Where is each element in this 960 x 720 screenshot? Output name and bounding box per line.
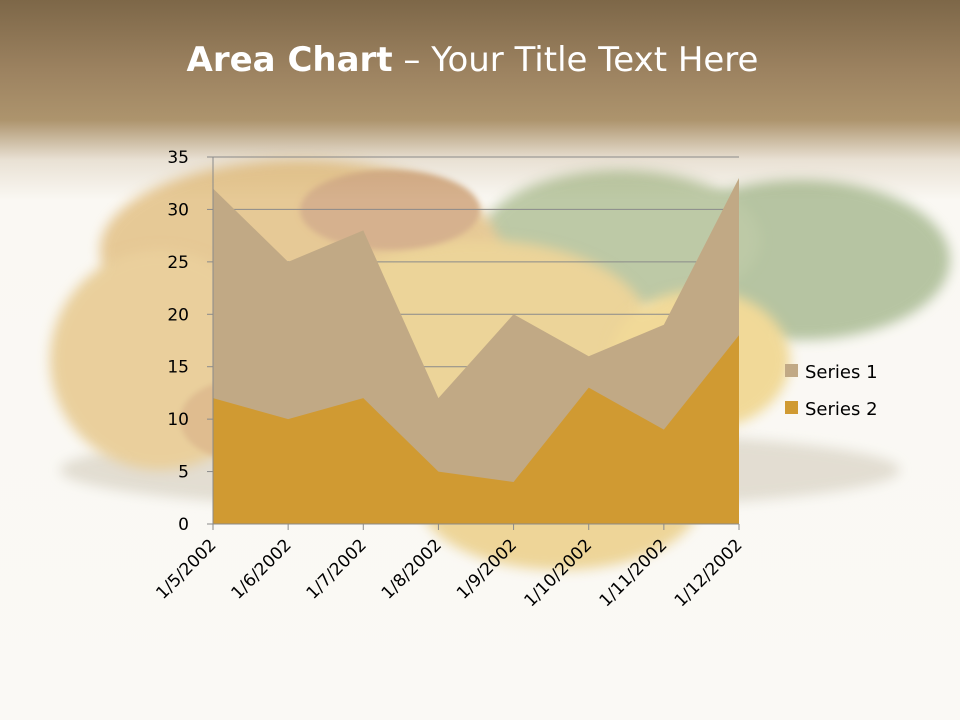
y-tick-label: 15 — [167, 358, 189, 378]
y-tick-label: 30 — [167, 200, 189, 220]
x-tick-label: 1/12/2002 — [671, 535, 747, 611]
legend-label-series-1: Series 1 — [805, 362, 878, 383]
title-bold: Area Chart — [186, 40, 393, 80]
x-tick-labels: 1/5/2002 1/6/2002 1/7/2002 1/8/2002 1/9/2002… — [152, 535, 746, 611]
chart-axes — [207, 156, 740, 530]
y-tick-label: 20 — [167, 305, 189, 325]
y-tick-label: 5 — [178, 463, 189, 483]
legend-swatch-series-2 — [785, 401, 798, 414]
title-rest: – Your Title Text Here — [392, 40, 759, 80]
y-tick-label: 35 — [167, 148, 189, 168]
x-tick-label: 1/8/2002 — [378, 535, 446, 603]
x-tick-label: 1/7/2002 — [303, 535, 371, 603]
y-tick-labels: 0 5 10 15 20 25 30 35 — [167, 148, 189, 535]
legend: Series 1 Series 2 — [785, 362, 878, 420]
y-tick-label: 25 — [167, 253, 189, 273]
x-tick-label: 1/11/2002 — [596, 535, 672, 611]
slide-title: Area Chart – Your Title Text Here — [0, 40, 945, 80]
y-tick-label: 10 — [167, 410, 189, 430]
legend-swatch-series-1 — [785, 364, 798, 377]
x-tick-label: 1/9/2002 — [453, 535, 521, 603]
y-tick-label: 0 — [178, 515, 189, 535]
x-tick-label: 1/5/2002 — [152, 535, 220, 603]
area-series-2 — [213, 335, 739, 524]
series-areas — [213, 177, 739, 524]
legend-label-series-2: Series 2 — [805, 399, 878, 420]
x-tick-label: 1/10/2002 — [520, 535, 596, 611]
x-tick-label: 1/6/2002 — [228, 535, 296, 603]
